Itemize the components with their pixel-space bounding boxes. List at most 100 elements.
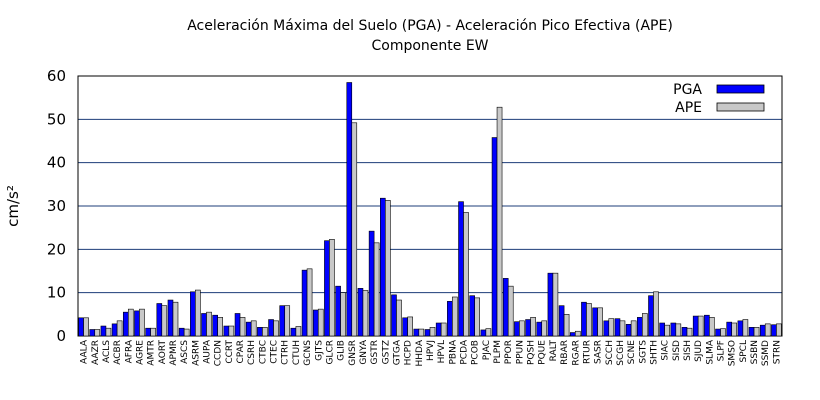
bar [324, 240, 330, 337]
bar [250, 320, 257, 337]
x-tick-label: RALT [549, 340, 559, 362]
x-tick-label: PBNA [448, 339, 458, 364]
x-tick-label: RTUR [582, 340, 592, 364]
bar [301, 269, 308, 337]
bar [172, 301, 179, 337]
bar [491, 137, 498, 337]
bar [134, 310, 140, 337]
bar [145, 327, 151, 337]
bar [670, 322, 677, 337]
x-tick-label: SJUD [694, 340, 704, 362]
bar [89, 329, 96, 337]
bar [368, 230, 375, 337]
bar [391, 294, 397, 337]
x-tick-label: SISD [672, 340, 682, 361]
x-tick-label: GTGA [392, 339, 402, 365]
chart-subtitle: Componente EW [371, 38, 488, 54]
x-tick-label: AMTR [147, 340, 157, 366]
x-tick-label: CCRT [225, 340, 235, 364]
x-tick-label: SCGH [616, 340, 626, 366]
bar [581, 301, 587, 337]
bar [295, 326, 302, 337]
bar [731, 322, 738, 337]
bar [312, 309, 319, 337]
x-tick-label: PCDA [460, 339, 470, 364]
bar [396, 299, 402, 337]
bar [94, 329, 101, 337]
bar [351, 122, 358, 337]
bar [306, 268, 313, 337]
bar [726, 321, 733, 337]
x-tick-label: AAZR [91, 340, 101, 365]
x-tick-label: SLPF [717, 340, 727, 361]
y-tick-label: 0 [56, 327, 66, 345]
x-tick-label: GSTR [370, 340, 380, 364]
bar [284, 305, 291, 337]
x-tick-label: SMSO [728, 340, 738, 366]
legend-swatch [716, 84, 765, 94]
bar [139, 308, 145, 337]
y-tick-label: 20 [47, 240, 66, 258]
bar [480, 329, 487, 337]
x-tick-label: ASRM [191, 340, 201, 366]
bar [485, 328, 492, 337]
bar [603, 320, 610, 337]
bar [380, 197, 386, 337]
bar [642, 313, 648, 337]
bar [239, 317, 246, 337]
bar [519, 320, 525, 337]
bar [659, 322, 665, 337]
bar [346, 82, 353, 337]
bar [273, 320, 279, 337]
x-tick-label: CPAR [236, 340, 246, 364]
x-tick-label: PPUN [515, 340, 525, 364]
bar [447, 301, 453, 337]
x-tick-label: CTEC [270, 340, 280, 364]
x-tick-label: PPOR [504, 340, 514, 364]
bar [183, 328, 190, 337]
x-tick-label: CTRH [281, 340, 291, 365]
x-tick-label: SHTH [649, 340, 659, 365]
x-tick-label: SCCH [605, 340, 615, 365]
bar [329, 239, 335, 337]
bar [463, 212, 469, 337]
y-tick-label: 30 [47, 197, 66, 215]
bar [514, 321, 520, 337]
bar [625, 323, 632, 337]
bar [692, 315, 699, 337]
x-tick-label: HPVL [437, 340, 447, 363]
x-tick-label: GLIB [337, 340, 347, 361]
bar [776, 323, 782, 337]
legend-swatch [716, 102, 765, 112]
x-tick-label: PQSH [527, 340, 537, 365]
y-tick-label: 60 [47, 67, 66, 85]
bar [83, 317, 89, 337]
bar [402, 317, 408, 337]
bar [362, 290, 369, 337]
x-tick-label: RBAR [560, 340, 570, 365]
bar [407, 316, 413, 337]
bar [228, 325, 235, 337]
x-tick-label: CSRH [247, 340, 257, 365]
bar [440, 322, 447, 337]
x-tick-label: HCPD [404, 340, 414, 365]
bar [530, 317, 536, 337]
bar [150, 327, 156, 337]
x-tick-label: AGRE [135, 340, 145, 365]
bar [552, 272, 559, 337]
bar [335, 285, 341, 337]
bar [681, 327, 688, 337]
bar [759, 324, 766, 337]
bar [424, 329, 431, 337]
legend-label: APE [675, 100, 702, 116]
x-tick-label: CTBC [258, 340, 268, 364]
bar [715, 328, 721, 337]
x-tick-label: PQUE [538, 340, 548, 365]
bar [619, 320, 626, 337]
bar [771, 324, 777, 337]
bar [597, 307, 603, 337]
bar [223, 325, 230, 337]
bar [720, 328, 726, 337]
x-tick-label: SGTS [638, 340, 648, 364]
